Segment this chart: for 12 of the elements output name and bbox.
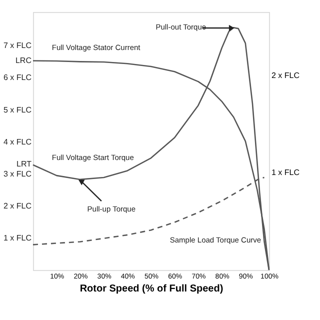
y2-tick-label: 1 x FLC [272, 168, 300, 178]
y2-tick-label: 2 x FLC [272, 70, 300, 80]
x-axis-title: Rotor Speed (% of Full Speed) [80, 284, 224, 294]
y-tick-label: 4 x FLC [3, 137, 32, 146]
y-tick-label: 7 x FLC [3, 41, 32, 50]
y-tick-label: 1 x FLC [3, 233, 32, 242]
y-tick-label: LRT [16, 160, 32, 169]
y-tick-label: 2 x FLC [3, 201, 32, 210]
y-tick-label: LRC [15, 56, 32, 66]
y-tick-label: 5 x FLC [3, 105, 32, 114]
y-tick-label: 6 x FLC [3, 73, 32, 82]
y-tick-label: 3 x FLC [3, 169, 32, 178]
